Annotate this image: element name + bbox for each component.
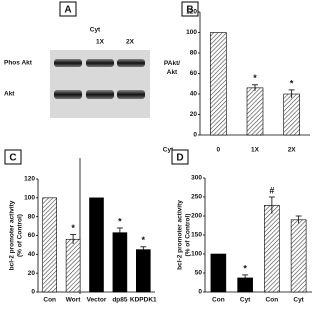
x-tick-label: Con [266, 297, 279, 304]
band [86, 59, 114, 67]
bar [264, 205, 280, 293]
y-axis-label: (% of Control) [17, 214, 24, 257]
y-tick-label: 250 [191, 194, 202, 201]
bar [42, 197, 58, 293]
bar [112, 232, 128, 293]
bar [290, 219, 307, 293]
x-tick-label: Con [43, 297, 56, 304]
y-tick-label: 120 [186, 9, 197, 16]
y-axis-label: bcl-2 promoter activity [9, 200, 16, 270]
panel-label-box [59, 1, 77, 17]
y-tick-label: 0 [193, 132, 197, 139]
x-tick-label: Cyt [293, 297, 304, 304]
y-tick-label: 60 [28, 232, 36, 239]
y-tick-label: 80 [28, 213, 36, 220]
significance-mark: * [142, 235, 146, 245]
bar [136, 249, 151, 293]
lane-label: 1X [96, 39, 105, 46]
y-tick-label: 300 [191, 175, 202, 182]
significance-mark: * [243, 263, 247, 273]
y-tick-label: 100 [24, 195, 35, 202]
bar [210, 32, 227, 136]
y-tick-label: 0 [198, 289, 202, 296]
y-tick-label: 40 [190, 91, 198, 98]
y-tick-label: 80 [190, 50, 198, 57]
row-label: Akt [4, 91, 15, 98]
band [117, 90, 145, 99]
x-tick-label: dp85 [112, 297, 128, 304]
row-label: Phos Akt [4, 60, 33, 67]
panel-label: A [64, 5, 71, 16]
significance-mark: # [269, 185, 274, 195]
y-tick-label: 200 [191, 213, 202, 220]
bar [89, 197, 104, 293]
x-tick-label: Cyt [240, 297, 251, 304]
band [86, 90, 114, 99]
y-axis-label: PAkt/ [164, 60, 180, 67]
band [54, 90, 82, 99]
y-axis-label: (% of Control) [185, 214, 192, 257]
x-tick-label: Con [212, 297, 225, 304]
panel-label-box [171, 149, 189, 165]
panel-label: B [186, 5, 193, 16]
y-tick-label: 100 [186, 29, 197, 36]
y-tick-label: 120 [24, 176, 35, 183]
y-tick-label: 150 [191, 232, 202, 239]
y-axis-label: bcl-2 promoter activity [177, 200, 184, 270]
significance-mark: * [71, 223, 75, 233]
y-tick-label: 20 [190, 111, 198, 118]
y-tick-label: 100 [191, 251, 202, 258]
y-axis-label: Akt [167, 69, 178, 76]
y-tick-label: 50 [195, 270, 203, 277]
lane-label: 2X [126, 39, 135, 46]
x-tick-label: Vector [87, 297, 107, 304]
bar [65, 238, 81, 293]
bar [210, 253, 227, 293]
significance-mark: * [118, 216, 122, 226]
panel-label-box [4, 149, 22, 165]
panel-a: A Cyt 1X 2X Phos Akt Akt [4, 1, 150, 118]
x-tick-label: 0 [217, 147, 221, 154]
treatment-label: Cyt [90, 27, 101, 34]
x-tick-label: KDPDK1 [130, 297, 157, 304]
band [117, 59, 145, 67]
panel-label: C [9, 153, 16, 164]
significance-mark: * [253, 73, 257, 83]
band [54, 59, 82, 67]
y-tick-label: 20 [28, 270, 36, 277]
y-tick-label: 0 [31, 289, 35, 296]
y-tick-label: 60 [190, 70, 198, 77]
bar [283, 93, 300, 136]
y-tick-label: 40 [28, 251, 36, 258]
significance-mark: * [290, 78, 294, 88]
panel-label: D [176, 153, 183, 164]
bar [246, 87, 264, 136]
x-tick-label: 2X [288, 147, 297, 154]
x-tick-label: 1X [251, 147, 260, 154]
x-axis-label: Cyt [163, 147, 174, 154]
x-tick-label: Wort [66, 297, 82, 304]
panel-label-box [181, 1, 199, 17]
